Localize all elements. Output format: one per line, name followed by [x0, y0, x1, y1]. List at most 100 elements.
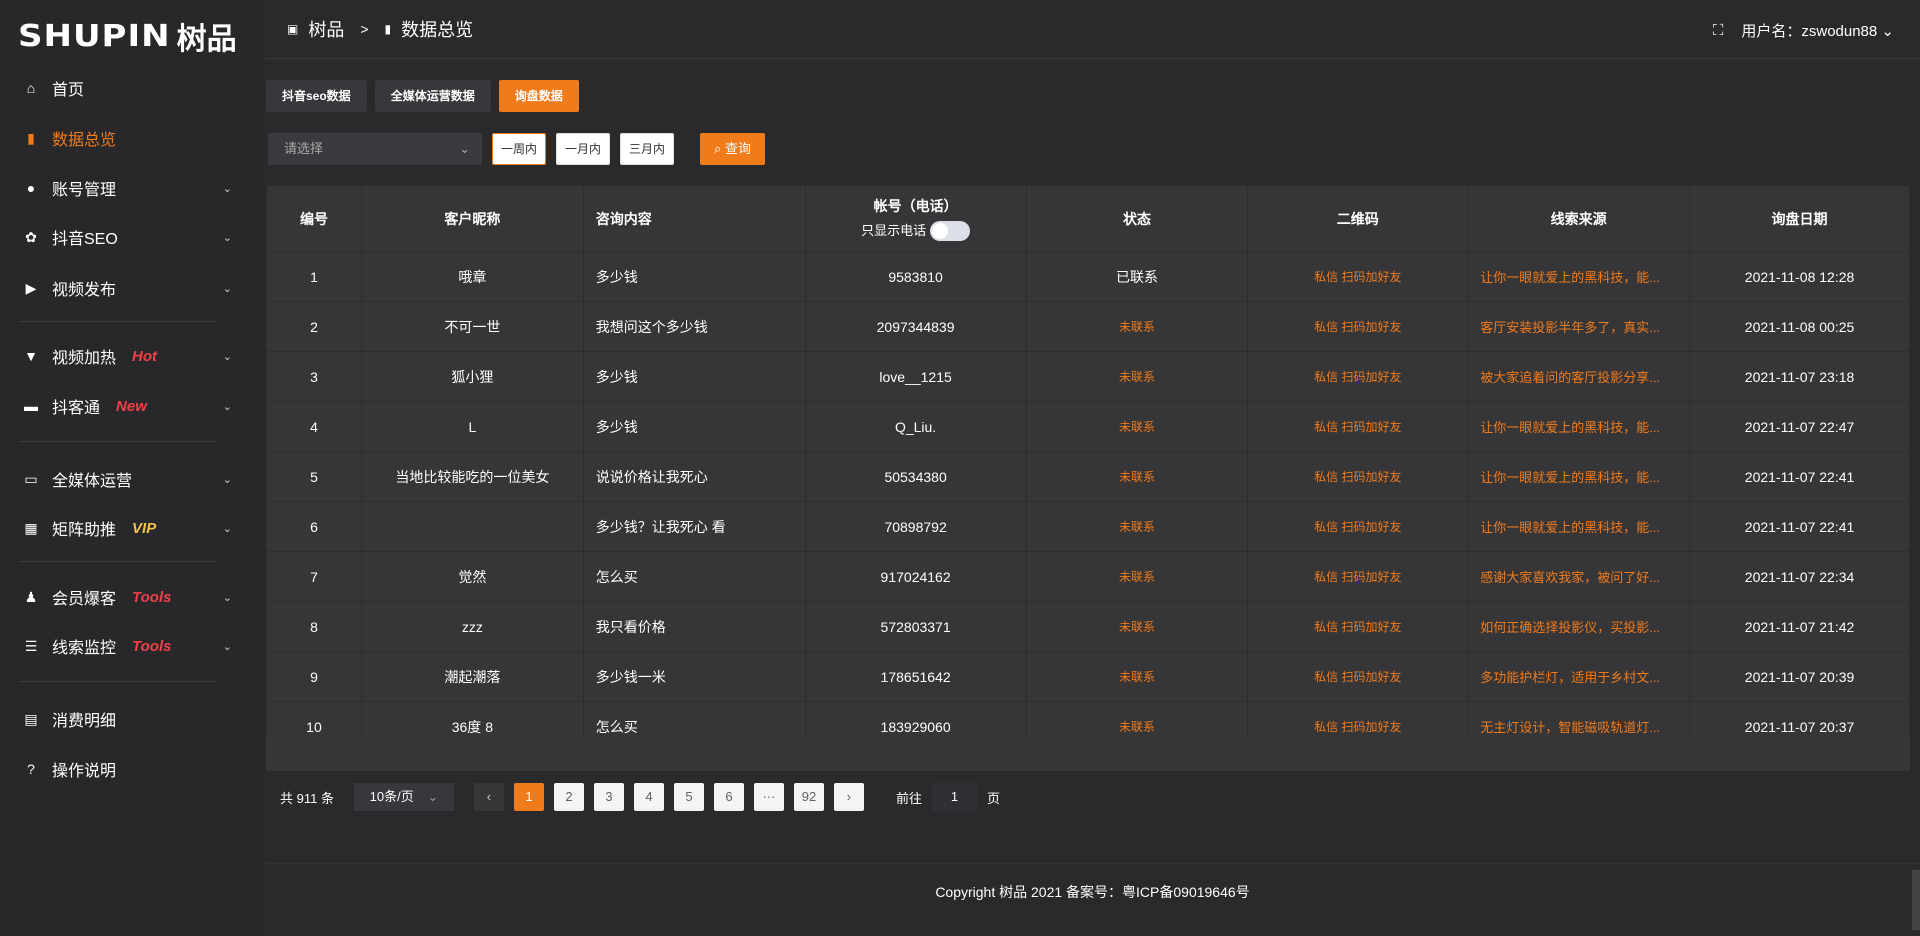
status-badge: 未联系	[1025, 501, 1249, 552]
customer-nickname: zzz	[360, 601, 584, 652]
sidebar-item-9[interactable]: ♟ 会员爆客 Tools ⌄	[22, 577, 232, 617]
flame-icon: ▼	[24, 348, 38, 364]
data-tabs: 抖音seo数据 全媒体运营数据 询盘数据	[266, 80, 579, 112]
next-page-button[interactable]: ›	[833, 783, 864, 811]
qrcode-link[interactable]: 私信 扫码加好友	[1247, 351, 1469, 402]
user-menu[interactable]: 用户名：zswodun88 ⌄	[1741, 20, 1894, 41]
sidebar-badge: Tools	[132, 637, 172, 655]
breadcrumb-home[interactable]: 树品	[308, 20, 345, 40]
logo-cn: 树品	[176, 23, 237, 56]
sidebar-item-1[interactable]: ▮ 数据总览	[22, 118, 232, 158]
row-id: 4	[266, 401, 362, 452]
page-button[interactable]: 92	[793, 783, 824, 811]
tab-inquiry[interactable]: 询盘数据	[498, 80, 579, 112]
col-content: 咨询内容	[582, 185, 806, 252]
page-size-select[interactable]: 10条/页 ⌄	[353, 783, 454, 811]
sidebar-item-8[interactable]: ▦ 矩阵助推 VIP ⌄	[22, 508, 232, 548]
lead-source-link[interactable]: 让你一眼就爱上的黑科技，能...	[1467, 501, 1691, 552]
chart-icon: ▣	[287, 22, 299, 36]
goto-label: 前往	[895, 790, 922, 806]
chevron-down-icon: ⌄	[1881, 23, 1894, 40]
qrcode-link[interactable]: 私信 扫码加好友	[1247, 551, 1469, 602]
row-id: 5	[266, 451, 362, 502]
qrcode-link[interactable]: 私信 扫码加好友	[1247, 251, 1469, 302]
fullscreen-icon[interactable]: ⛶	[1712, 22, 1724, 39]
chevron-down-icon: ⌄	[222, 231, 232, 244]
chat-icon: ▬	[24, 398, 38, 414]
row-id: 7	[266, 551, 362, 602]
tab-all-media[interactable]: 全媒体运营数据	[374, 80, 491, 112]
qrcode-link[interactable]: 私信 扫码加好友	[1247, 651, 1469, 702]
inquiry-date: 2021-11-07 22:47	[1689, 401, 1910, 452]
lead-source-link[interactable]: 让你一眼就爱上的黑科技，能...	[1467, 251, 1691, 302]
page-button[interactable]: 3	[593, 783, 624, 811]
qrcode-link[interactable]: 私信 扫码加好友	[1247, 301, 1469, 352]
qrcode-link[interactable]: 私信 扫码加好友	[1247, 501, 1469, 552]
sidebar-item-3[interactable]: ✿ 抖音SEO ⌄	[22, 217, 232, 257]
row-id: 2	[266, 301, 362, 352]
sidebar-badge: VIP	[132, 519, 157, 537]
page-button[interactable]: 6	[713, 783, 744, 811]
page-button[interactable]: 5	[673, 783, 704, 811]
lead-source-link[interactable]: 多功能护栏灯，适用于乡村文...	[1467, 651, 1691, 702]
row-id: 9	[266, 651, 362, 702]
source-select[interactable]: 请选择 ⌄	[268, 133, 482, 165]
goto-page-input[interactable]: 1	[931, 783, 977, 811]
col-status: 状态	[1025, 185, 1249, 252]
sidebar-item-label: 首页	[52, 82, 85, 99]
sidebar-item-6[interactable]: ▬ 抖客通 New ⌄	[22, 386, 232, 426]
sidebar-item-7[interactable]: ▭ 全媒体运营 ⌄	[22, 459, 232, 499]
scrollbar[interactable]	[1912, 870, 1920, 930]
lead-source-link[interactable]: 如何正确选择投影仪，买投影...	[1467, 601, 1691, 652]
qrcode-link[interactable]: 私信 扫码加好友	[1247, 401, 1469, 452]
status-badge: 未联系	[1025, 351, 1249, 402]
lead-source-link[interactable]: 让你一眼就爱上的黑科技，能...	[1467, 401, 1691, 452]
range-month[interactable]: 一月内	[556, 133, 611, 165]
row-id: 1	[266, 251, 362, 302]
inquiry-date: 2021-11-07 22:34	[1689, 551, 1910, 602]
range-three-months[interactable]: 三月内	[620, 133, 675, 165]
member-icon: ♟	[24, 588, 38, 605]
qrcode-link[interactable]: 私信 扫码加好友	[1247, 451, 1469, 502]
lead-source-link[interactable]: 感谢大家喜欢我家，被问了好...	[1467, 551, 1691, 602]
page-button[interactable]: 1	[513, 783, 544, 811]
sidebar-item-12[interactable]: ? 操作说明	[22, 749, 232, 789]
row-id: 8	[266, 601, 362, 652]
customer-nickname: 哦章	[360, 251, 584, 302]
phone-only-toggle[interactable]	[930, 221, 971, 242]
sidebar-item-0[interactable]: ⌂ 首页	[22, 68, 232, 108]
sidebar-item-label: 账号管理	[52, 182, 117, 199]
query-button[interactable]: ⌕ 查询	[700, 133, 765, 165]
page-button[interactable]: 2	[553, 783, 584, 811]
customer-nickname: 潮起潮落	[360, 651, 584, 702]
monitor-icon: ▭	[24, 470, 38, 487]
page-button[interactable]: ···	[753, 783, 784, 811]
tab-douyin-seo[interactable]: 抖音seo数据	[266, 80, 367, 112]
home-icon: ⌂	[26, 80, 36, 96]
lead-source-link[interactable]: 被大家追着问的客厅投影分享...	[1467, 351, 1691, 402]
pagination: 共 911 条 10条/页 ⌄ ‹ 1 2 3 4 5 6 ··· 92 › 前往 1 页	[280, 783, 1000, 811]
qrcode-link[interactable]: 私信 扫码加好友	[1247, 601, 1469, 652]
search-icon: ⌕	[714, 141, 722, 156]
range-week[interactable]: 一周内	[492, 133, 547, 165]
sidebar-badge: Tools	[132, 588, 172, 606]
sidebar-item-2[interactable]: ● 账号管理 ⌄	[22, 168, 232, 208]
lead-source-link[interactable]: 让你一眼就爱上的黑科技，能...	[1467, 451, 1691, 502]
help-icon: ?	[27, 761, 35, 777]
user-icon: ●	[26, 180, 36, 196]
prev-page-button[interactable]: ‹	[473, 783, 504, 811]
page-button[interactable]: 4	[633, 783, 664, 811]
grid-icon: ▦	[24, 519, 38, 536]
table-row: 3 狐小狸 多少钱 love__1215 未联系 私信 扫码加好友 被大家追着问的客厅投影分…	[266, 351, 1910, 402]
sidebar-item-label: 矩阵助推	[52, 522, 117, 539]
sidebar-item-5[interactable]: ▼ 视频加热 Hot ⌄	[22, 336, 232, 376]
sidebar-item-10[interactable]: ☰ 线索监控 Tools ⌄	[22, 626, 232, 666]
bar-chart-icon: ▮	[27, 129, 35, 146]
table-row: 9 潮起潮落 多少钱一米 178651642 未联系 私信 扫码加好友 多功能护栏灯，适用于…	[266, 651, 1910, 702]
lead-source-link[interactable]: 客厅安装投影半年多了，真实...	[1467, 301, 1691, 352]
customer-nickname	[360, 501, 584, 552]
breadcrumb-current: 数据总览	[401, 20, 474, 40]
sidebar-item-4[interactable]: ▶ 视频发布 ⌄	[22, 268, 232, 308]
inquiry-content: 说说价格让我死心	[582, 451, 806, 502]
sidebar-item-11[interactable]: ▤ 消费明细	[22, 699, 232, 739]
